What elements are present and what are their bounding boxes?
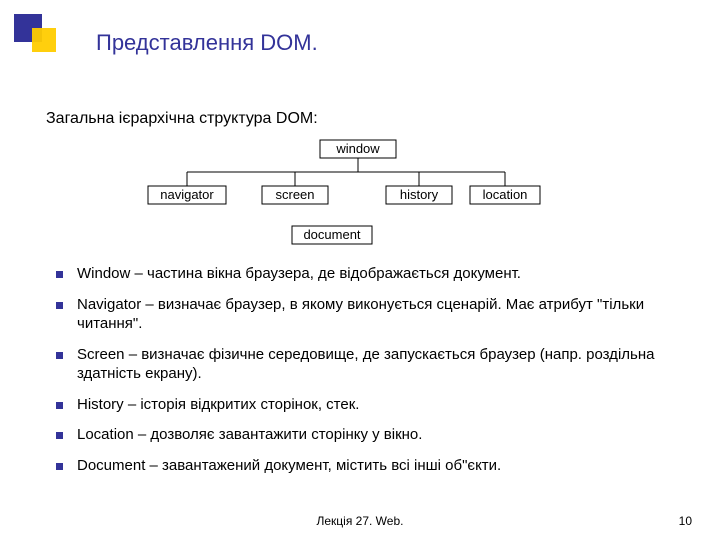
svg-text:screen: screen xyxy=(275,187,314,202)
slide-subtitle: Загальна ієрархічна структура DOM: xyxy=(46,110,318,128)
list-item-text: Window – частина вікна браузера, де відо… xyxy=(77,264,521,284)
bullet-icon xyxy=(56,271,63,278)
list-item: History – історія відкритих сторінок, ст… xyxy=(56,395,676,415)
footer-page-number: 10 xyxy=(679,514,692,528)
list-item: Navigator – визначає браузер, в якому ви… xyxy=(56,295,676,334)
bullet-icon xyxy=(56,463,63,470)
bullet-icon xyxy=(56,352,63,359)
svg-text:navigator: navigator xyxy=(160,187,214,202)
bullet-icon xyxy=(56,432,63,439)
list-item: Location – дозволяє завантажити сторінку… xyxy=(56,425,676,445)
slide-title: Представлення DOM. xyxy=(96,30,318,56)
slide-logo xyxy=(14,14,56,56)
bullet-icon xyxy=(56,402,63,409)
list-item-text: Screen – визначає фізичне середовище, де… xyxy=(77,345,676,384)
dom-hierarchy-diagram: window navigator screen history location docu… xyxy=(130,136,590,246)
svg-text:document: document xyxy=(303,227,360,242)
svg-text:history: history xyxy=(400,187,439,202)
definition-list: Window – частина вікна браузера, де відо… xyxy=(56,264,676,486)
svg-text:location: location xyxy=(483,187,528,202)
bullet-icon xyxy=(56,302,63,309)
list-item: Window – частина вікна браузера, де відо… xyxy=(56,264,676,284)
list-item-text: Document – завантажений документ, містит… xyxy=(77,456,501,476)
list-item-text: Navigator – визначає браузер, в якому ви… xyxy=(77,295,676,334)
list-item-text: History – історія відкритих сторінок, ст… xyxy=(77,395,359,415)
list-item: Screen – визначає фізичне середовище, де… xyxy=(56,345,676,384)
list-item: Document – завантажений документ, містит… xyxy=(56,456,676,476)
svg-text:window: window xyxy=(335,141,380,156)
list-item-text: Location – дозволяє завантажити сторінку… xyxy=(77,425,422,445)
footer-lecture: Лекція 27. Web. xyxy=(0,514,720,528)
